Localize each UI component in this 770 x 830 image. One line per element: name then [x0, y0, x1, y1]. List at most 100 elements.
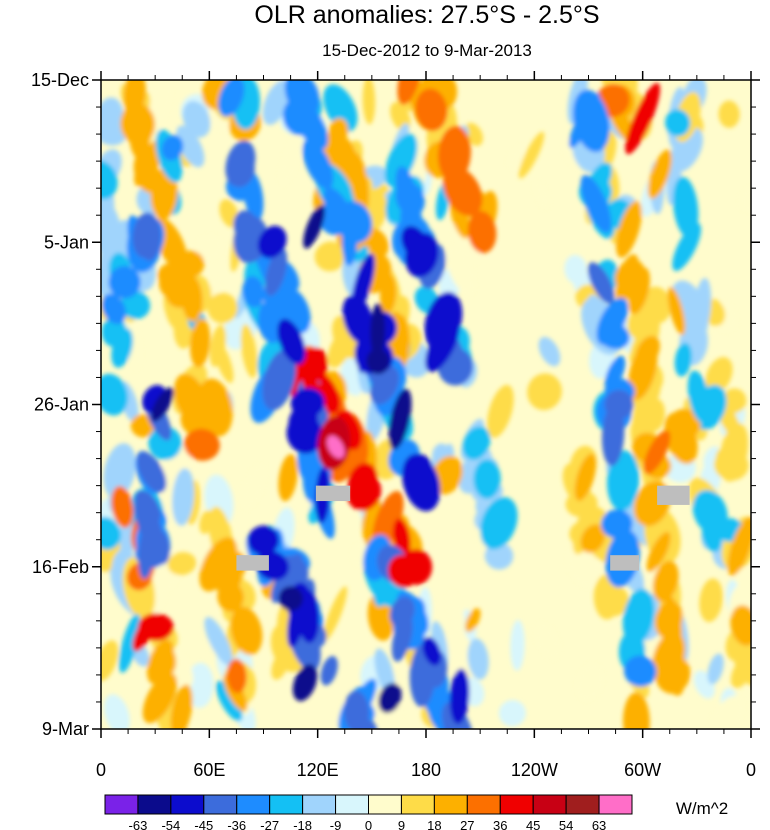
y-axis: 15-Dec 5-Jan 26-Jan 16-Feb 9-Mar — [31, 70, 760, 739]
anomaly-patch — [314, 241, 346, 272]
anomaly-patch — [148, 426, 182, 461]
anomaly-patch — [170, 684, 193, 729]
anomaly-patch — [182, 100, 211, 138]
anomaly-patch — [467, 638, 489, 680]
anomaly-patch — [167, 552, 197, 576]
anomaly-patch — [674, 342, 692, 377]
missing-data-patch — [657, 485, 690, 505]
anomaly-patch — [202, 408, 221, 435]
anomaly-patch — [101, 373, 128, 416]
anomaly-patch — [580, 174, 612, 233]
anomaly-patch — [654, 601, 683, 639]
anomaly-patch — [104, 694, 130, 729]
anomaly-field — [101, 80, 751, 729]
anomaly-patch — [622, 500, 652, 546]
colorbar-label: -18 — [293, 818, 312, 830]
anomaly-patch — [596, 297, 629, 345]
anomaly-patch — [136, 451, 167, 493]
anomaly-patch — [596, 584, 630, 617]
anomaly-patch — [687, 370, 711, 424]
plot-area — [100, 79, 752, 730]
anomaly-patch — [665, 109, 691, 137]
anomaly-patch — [388, 388, 412, 450]
anomaly-patch — [328, 118, 349, 145]
anomaly-patch — [142, 672, 178, 724]
anomaly-patch — [587, 262, 615, 304]
anomaly-patch — [132, 615, 155, 652]
anomaly-patch — [465, 608, 481, 633]
colorbar-swatch — [104, 794, 139, 815]
anomaly-patch — [161, 135, 184, 161]
anomaly-patch — [384, 133, 418, 188]
anomaly-patch — [623, 655, 657, 687]
anomaly-patch — [195, 235, 224, 261]
colorbar-label: 63 — [592, 818, 606, 830]
anomaly-patch — [480, 497, 518, 550]
anomaly-patch — [351, 253, 376, 313]
anomaly-patch — [108, 265, 141, 299]
anomaly-patch — [415, 88, 448, 131]
anomaly-patch — [290, 387, 325, 418]
anomaly-patch — [226, 658, 247, 694]
anomaly-patch — [303, 205, 325, 249]
anomaly-patch — [176, 125, 205, 168]
anomaly-patch — [573, 89, 610, 153]
colorbar-swatch — [137, 794, 172, 815]
anomaly-patch — [262, 349, 297, 411]
anomaly-patch — [101, 516, 121, 550]
anomaly-patch — [473, 459, 501, 499]
anomaly-patch — [705, 357, 733, 394]
anomaly-patch — [265, 247, 288, 296]
anomaly-patch — [730, 605, 751, 646]
anomaly-patch — [699, 578, 723, 623]
anomaly-patch — [739, 187, 751, 212]
anomaly-patch — [628, 341, 658, 401]
anomaly-patch — [647, 149, 672, 199]
anomaly-patch — [209, 324, 227, 367]
anomaly-patch — [320, 655, 338, 686]
anomaly-patch — [692, 489, 728, 535]
missing-data-patch — [236, 555, 269, 571]
colorbar-label: -9 — [330, 818, 342, 830]
anomaly-patch — [438, 125, 471, 183]
anomaly-patch — [614, 263, 643, 296]
anomaly-patch — [207, 292, 238, 324]
colorbar-label: -45 — [194, 818, 213, 830]
anomaly-patch — [323, 586, 348, 642]
anomaly-patch — [425, 316, 460, 373]
colorbar-swatch — [170, 794, 205, 815]
anomaly-patch — [111, 486, 134, 528]
anomaly-patch — [400, 202, 422, 232]
anomaly-patch — [154, 644, 177, 677]
anomaly-patch — [622, 692, 650, 729]
anomaly-patch — [204, 616, 233, 666]
anomaly-patch — [693, 277, 712, 340]
y-tick-label: 16-Feb — [32, 557, 89, 577]
anomaly-patch — [347, 462, 378, 501]
anomaly-patch — [101, 117, 127, 146]
anomaly-patch — [462, 426, 491, 460]
x-tick-label: 60W — [624, 760, 661, 780]
y-tick-label: 15-Dec — [31, 70, 89, 90]
anomaly-patch — [576, 663, 604, 702]
anomaly-patch — [707, 653, 724, 685]
anomaly-patch — [101, 207, 124, 260]
colorbar-label: 45 — [526, 818, 540, 830]
anomaly-patch — [362, 80, 376, 125]
y-tick-label: 26-Jan — [34, 395, 89, 415]
anomaly-patch — [446, 246, 476, 296]
anomaly-patch — [534, 623, 561, 659]
anomaly-patch — [422, 636, 441, 666]
anomaly-patch — [442, 167, 483, 216]
anomaly-patch — [402, 453, 441, 512]
anomaly-patch — [606, 450, 640, 511]
anomaly-patch — [184, 428, 220, 461]
anomaly-patch — [178, 250, 205, 278]
anomaly-patch — [580, 524, 606, 553]
anomaly-patch — [672, 223, 702, 271]
anomaly-patch — [370, 303, 386, 360]
anomaly-patch — [247, 525, 280, 556]
anomaly-patch — [165, 277, 196, 308]
anomaly-patch — [667, 286, 686, 336]
